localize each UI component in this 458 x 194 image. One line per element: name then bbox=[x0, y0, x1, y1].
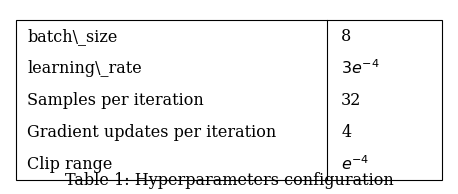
Text: learning\_rate: learning\_rate bbox=[27, 60, 142, 77]
Text: 4: 4 bbox=[341, 124, 351, 141]
Text: 8: 8 bbox=[341, 28, 351, 45]
Bar bbox=[16, 20, 442, 180]
Text: $e^{-4}$: $e^{-4}$ bbox=[341, 155, 370, 174]
Text: Clip range: Clip range bbox=[27, 156, 113, 173]
Text: Gradient updates per iteration: Gradient updates per iteration bbox=[27, 124, 277, 141]
Text: 32: 32 bbox=[341, 92, 361, 109]
Text: $3e^{-4}$: $3e^{-4}$ bbox=[341, 59, 380, 78]
Text: batch\_size: batch\_size bbox=[27, 28, 118, 45]
Text: Samples per iteration: Samples per iteration bbox=[27, 92, 204, 109]
Text: Table 1: Hyperparameters configuration: Table 1: Hyperparameters configuration bbox=[65, 172, 393, 189]
